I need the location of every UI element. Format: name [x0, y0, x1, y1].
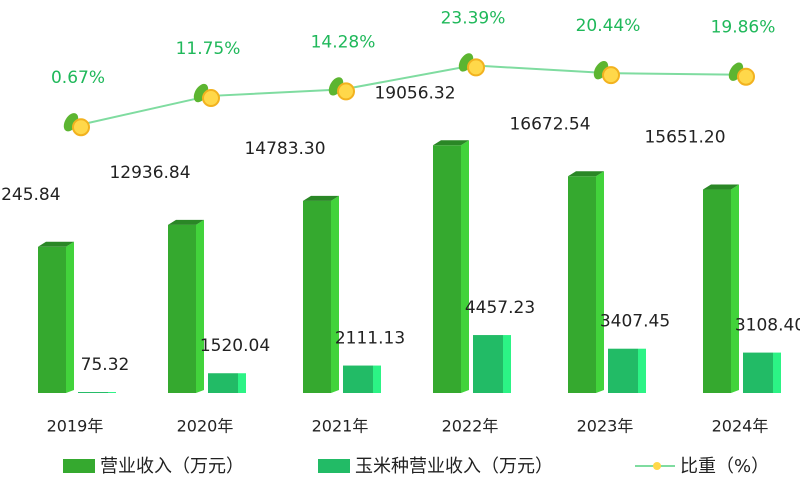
bar-front	[608, 348, 638, 393]
marker-sun	[737, 67, 755, 86]
value-label: 11.75%	[176, 39, 241, 59]
line-marker	[728, 62, 755, 86]
bar	[608, 348, 646, 393]
bar	[568, 171, 604, 393]
value-label: 16672.54	[509, 114, 590, 134]
bar	[743, 352, 781, 393]
value-label: 3108.40	[735, 316, 800, 336]
legend-label: 比重（%）	[680, 456, 769, 477]
bar-side	[66, 241, 74, 393]
bar-side	[773, 352, 781, 393]
x-tick-label: 2020年	[177, 417, 234, 436]
marker-sun	[602, 66, 620, 85]
value-label: 0.67%	[51, 68, 105, 88]
bar-top	[433, 140, 469, 146]
bar-front	[303, 200, 331, 393]
marker-sun	[337, 82, 355, 101]
x-tick-label: 2024年	[712, 417, 769, 436]
value-label: 2111.13	[335, 329, 405, 349]
bar-front	[208, 373, 238, 393]
marker-sun	[467, 58, 485, 77]
bar-side	[638, 348, 646, 393]
bar	[168, 219, 204, 393]
x-tick-label: 2022年	[442, 417, 499, 436]
legend-swatch	[318, 459, 350, 473]
line-marker	[458, 53, 485, 77]
value-label: 23.39%	[441, 8, 506, 28]
value-label: 75.32	[81, 355, 130, 375]
bar-front	[38, 246, 66, 393]
value-label: 1520.04	[200, 336, 270, 356]
value-label: 14783.30	[244, 139, 325, 159]
bar-front	[168, 224, 196, 393]
bar	[703, 184, 739, 393]
value-label: 19.86%	[711, 18, 776, 38]
bar	[208, 373, 246, 393]
bar	[303, 195, 339, 393]
bar-front	[473, 335, 503, 393]
value-label: 15651.20	[644, 128, 725, 148]
bar-side	[196, 219, 204, 393]
bar-top	[168, 219, 204, 225]
bar	[433, 140, 469, 393]
bar-side	[331, 195, 339, 393]
x-tick-label: 2019年	[47, 417, 104, 436]
bar-front	[743, 352, 773, 393]
legend-swatch	[63, 459, 95, 473]
bar-side	[373, 365, 381, 393]
legend-label: 玉米种营业收入（万元）	[355, 456, 553, 477]
line-marker	[593, 61, 620, 85]
bar-side	[238, 373, 246, 393]
legend-label: 营业收入（万元）	[100, 456, 244, 477]
bar-front	[433, 145, 461, 393]
bar-top	[303, 195, 339, 201]
value-label: 12936.84	[109, 163, 190, 183]
bar-side	[731, 184, 739, 393]
bar-front	[568, 176, 596, 393]
line-marker	[63, 113, 90, 137]
line-marker	[328, 77, 355, 101]
bar-side	[108, 392, 116, 393]
value-label: 4457.23	[465, 298, 535, 318]
legend-swatch	[653, 462, 661, 470]
bar	[473, 335, 511, 393]
x-tick-label: 2021年	[312, 417, 369, 436]
bar-front	[78, 392, 108, 393]
line-marker	[193, 83, 220, 108]
bar	[78, 392, 116, 393]
value-label: 19056.32	[374, 83, 455, 103]
bar-side	[596, 171, 604, 393]
x-tick-label: 2023年	[577, 417, 634, 436]
bar-top	[703, 184, 739, 190]
bar-front	[343, 365, 373, 393]
value-label: 14.28%	[311, 32, 376, 52]
value-label: 11245.84	[0, 185, 61, 205]
marker-sun	[202, 89, 220, 108]
bar-top	[38, 241, 74, 247]
bar-side	[503, 335, 511, 393]
bar	[38, 241, 74, 393]
value-label: 3407.45	[600, 312, 670, 332]
bar-side	[461, 140, 469, 393]
value-label: 20.44%	[576, 16, 641, 36]
line	[77, 64, 744, 127]
bar-front	[703, 189, 731, 393]
bar	[343, 365, 381, 393]
marker-sun	[72, 118, 90, 137]
bar-top	[568, 171, 604, 177]
